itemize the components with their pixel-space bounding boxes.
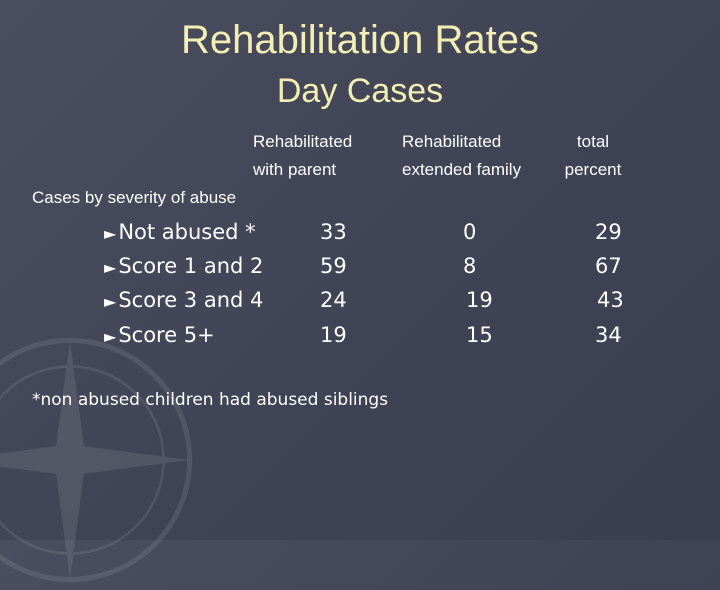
cell-extended: 15 [466,323,493,347]
row-label-score-5-plus: ►Score 5+ [104,323,215,347]
cell-extended: 0 [463,220,477,244]
slide-subtitle: Day Cases [276,72,444,110]
bullet-icon: ► [104,224,117,243]
cell-extended: 8 [463,254,477,278]
row-label-score-1-2: ►Score 1 and 2 [104,254,264,278]
cell-parent: 33 [320,220,347,244]
slide-title: Rehabilitation Rates [181,18,539,62]
cell-extended: 19 [466,288,493,312]
cell-parent: 59 [320,254,347,278]
cell-total: 34 [595,323,622,347]
column-header-total: total percent [564,132,622,179]
cell-parent: 24 [320,288,347,312]
cell-total: 67 [595,254,622,278]
bullet-icon: ► [104,327,117,346]
column-header-parent: Rehabilitated with parent [253,132,353,179]
cell-total: 43 [597,288,624,312]
row-group-label: Cases by severity of abuse [32,188,237,207]
column-header-extended: Rehabilitated extended family [402,132,522,179]
compass-rose-watermark-icon [0,337,193,583]
cell-total: 29 [595,220,622,244]
bullet-icon: ► [104,292,117,311]
bullet-icon: ► [104,258,117,277]
cell-parent: 19 [320,323,347,347]
row-label-score-3-4: ►Score 3 and 4 [104,288,264,312]
row-label-not-abused: ►Not abused * [104,220,256,244]
footnote: *non abused children had abused siblings [32,390,389,410]
